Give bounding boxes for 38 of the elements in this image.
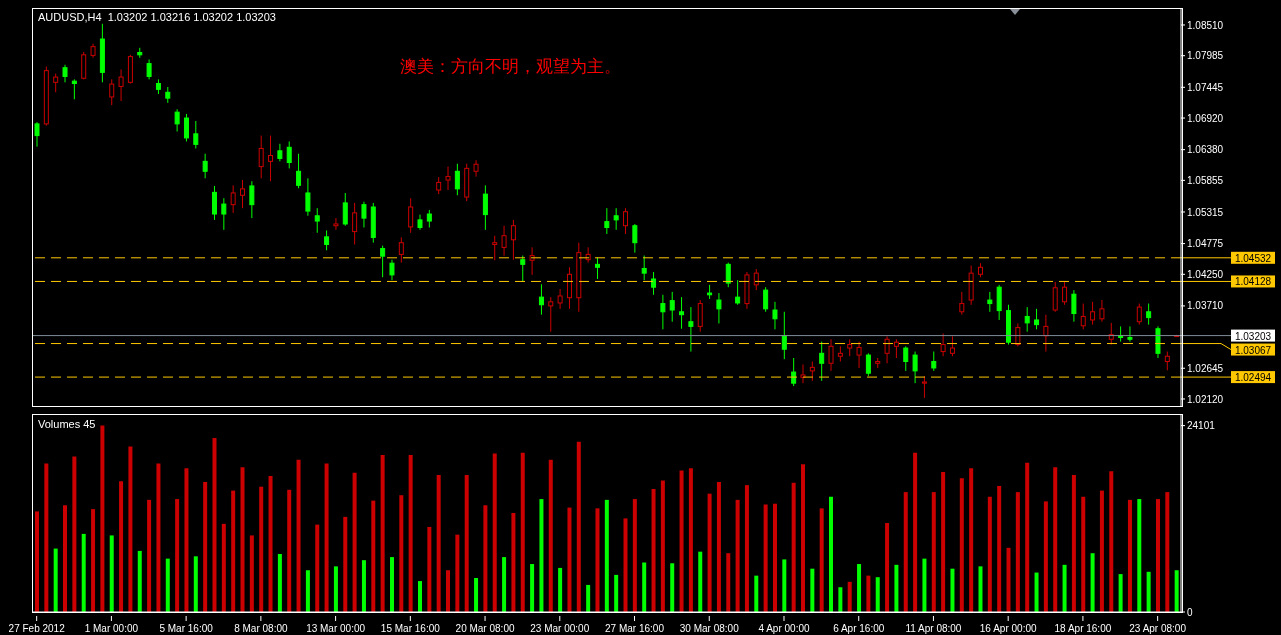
y-tick-label: 0 (1187, 606, 1193, 618)
y-tick-label: 1.03710 (1187, 300, 1224, 312)
y-tick-label: 1.08510 (1187, 19, 1224, 31)
x-tick-label: 11 Apr 08:00 (905, 623, 962, 634)
ref-line-label: 1.03067 (1234, 344, 1272, 356)
y-tick-label: 1.02120 (1187, 393, 1224, 405)
x-tick-label: 23 Mar 00:00 (530, 623, 590, 634)
y-tick-label: 1.04250 (1187, 268, 1224, 280)
chart-title: AUDUSD,H4 1.03202 1.03216 1.03202 1.03203 (38, 11, 276, 23)
x-tick-label: 16 Apr 00:00 (979, 623, 1037, 634)
ref-line-label: 1.04128 (1234, 276, 1272, 288)
y-tick-label: 1.07985 (1187, 50, 1224, 62)
x-tick-label: 13 Mar 00:00 (306, 623, 366, 634)
y-tick-label: 1.06920 (1187, 112, 1224, 124)
ref-line-label: 1.03203 (1234, 330, 1272, 342)
ref-line-label: 1.04532 (1234, 252, 1272, 264)
x-tick-label: 23 Apr 08:00 (1129, 623, 1187, 634)
annotation: 澳美：方向不明，观望为主。 (400, 55, 621, 78)
x-tick-label: 4 Apr 00:00 (758, 623, 810, 634)
x-tick-label: 27 Mar 16:00 (605, 623, 665, 634)
y-tick-label: 1.05855 (1187, 174, 1224, 186)
x-tick-label: 20 Mar 08:00 (455, 623, 515, 634)
x-tick-label: 18 Apr 16:00 (1054, 623, 1112, 634)
y-tick-label: 1.04775 (1187, 238, 1224, 250)
x-tick-label: 5 Mar 16:00 (159, 623, 214, 634)
y-tick-label: 1.07445 (1187, 81, 1224, 93)
y-tick-label: 1.02645 (1187, 362, 1224, 374)
ref-line-label: 1.02494 (1234, 372, 1272, 384)
x-tick-label: 1 Mar 00:00 (84, 623, 139, 634)
chart-title: Volumes 45 (38, 418, 96, 430)
y-tick-label: 1.06380 (1187, 144, 1224, 156)
y-tick-label: 1.05315 (1187, 206, 1224, 218)
x-tick-label: 6 Apr 16:00 (833, 623, 885, 634)
x-tick-label: 8 Mar 08:00 (234, 623, 288, 634)
x-tick-label: 15 Mar 16:00 (380, 623, 441, 634)
x-tick-label: 30 Mar 08:00 (679, 623, 740, 634)
y-tick-label: 24101 (1187, 420, 1216, 432)
x-tick-label: 27 Feb 2012 (8, 623, 66, 634)
